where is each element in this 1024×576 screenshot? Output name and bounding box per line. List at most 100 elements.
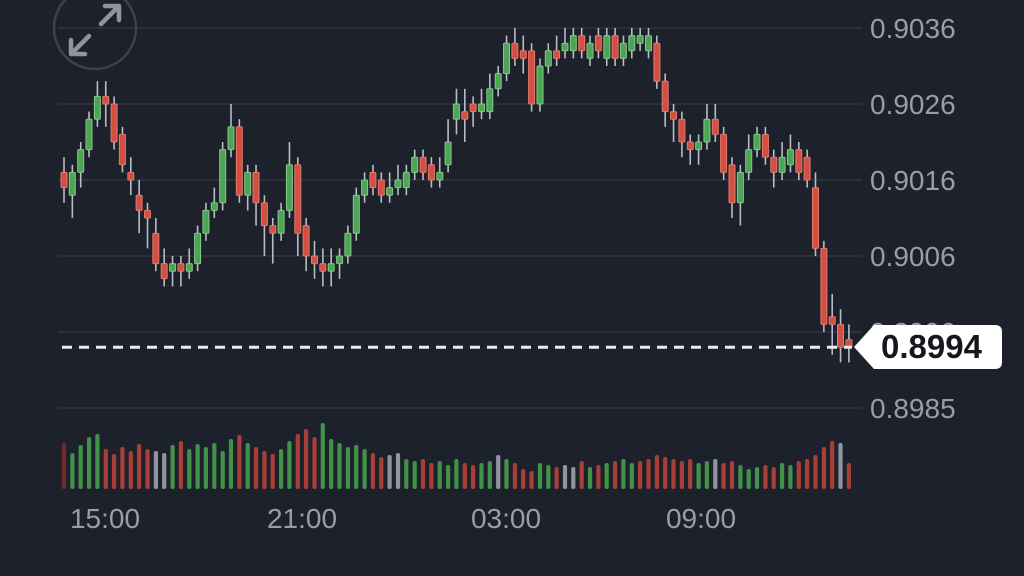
candle-down	[670, 111, 677, 120]
candle-down	[427, 164, 435, 181]
candle-up	[277, 209, 285, 234]
volume-bar	[646, 459, 651, 489]
volume-bar	[320, 423, 325, 489]
volume-bar	[554, 467, 559, 489]
candle-down	[302, 225, 310, 257]
candle-down	[728, 164, 736, 204]
expand-button[interactable]	[40, 0, 152, 74]
volume-bar	[70, 453, 75, 489]
candle-up	[703, 118, 711, 143]
volume-bar	[370, 453, 375, 489]
candle-up	[586, 42, 594, 59]
volume-bar	[729, 461, 735, 489]
candle-down	[511, 42, 519, 59]
volume-bar	[638, 461, 643, 489]
y-axis-label: 0.9026	[870, 89, 956, 120]
chart-layers: 0.90360.90260.90160.90060.89960.898515:0…	[58, 13, 956, 534]
candle-down	[177, 263, 185, 272]
current-price-tag: 0.8994	[854, 325, 1002, 369]
volume-bar	[521, 469, 526, 489]
volume-bar	[796, 461, 801, 489]
expand-arrows-icon	[52, 0, 138, 71]
volume-bar	[596, 465, 601, 489]
volume-bar	[754, 467, 760, 489]
volume-bar	[771, 467, 776, 489]
volume-bar	[362, 449, 367, 489]
candle-down	[837, 323, 844, 348]
candle-up	[736, 171, 744, 204]
volume-bar	[253, 447, 259, 489]
volume-bar	[571, 467, 576, 489]
candle-up	[85, 118, 93, 151]
volume-bar	[61, 443, 67, 489]
candle-down	[528, 50, 536, 105]
volume-bar	[546, 465, 551, 489]
volume-bar	[721, 463, 726, 489]
volume-bar	[613, 461, 618, 489]
candle-down	[319, 263, 327, 272]
candle-up	[394, 179, 402, 189]
volume-bar	[112, 454, 117, 489]
candle-down	[419, 156, 427, 173]
candle-down	[144, 209, 151, 219]
candle-down	[135, 194, 143, 211]
volume-bar	[212, 443, 217, 489]
candle-up	[536, 65, 544, 105]
candle-down	[812, 187, 819, 249]
volume-bar	[604, 463, 609, 489]
candle-down	[795, 149, 803, 173]
candle-down	[110, 103, 118, 143]
volume-bar	[245, 443, 250, 489]
candle-down	[678, 118, 686, 143]
candle-down	[102, 95, 110, 105]
volume-bar	[479, 463, 484, 489]
candle-down	[519, 50, 527, 59]
candle-down	[711, 118, 719, 135]
candle-up	[227, 126, 235, 151]
volume-bar	[279, 449, 284, 489]
volume-bar	[153, 451, 158, 489]
candle-up	[452, 103, 460, 120]
volume-bar	[746, 469, 751, 489]
candle-down	[611, 35, 619, 59]
volume-bar	[120, 447, 125, 489]
volume-bar	[821, 447, 826, 489]
volume-bar	[629, 463, 634, 489]
volume-bar	[504, 459, 509, 489]
candle-up	[210, 202, 218, 211]
volume-bar	[537, 463, 543, 489]
volume-bar	[471, 465, 476, 489]
volume-bar	[412, 461, 417, 489]
volume-bar	[228, 439, 234, 489]
candle-up	[444, 141, 452, 166]
volume-bar	[304, 429, 309, 489]
candle-up	[786, 149, 794, 166]
volume-bar	[312, 437, 317, 489]
x-axis-label: 09:00	[666, 503, 736, 534]
volume-bar	[813, 455, 818, 489]
volume-bar	[170, 445, 175, 489]
candle-up	[628, 35, 636, 52]
volume-bar	[496, 455, 501, 489]
x-axis-label: 21:00	[267, 503, 337, 534]
volume-bar	[178, 441, 183, 489]
candle-up	[695, 141, 703, 151]
candle-down	[653, 42, 661, 82]
candle-up	[185, 263, 193, 272]
volume-bar	[671, 459, 676, 489]
candle-up	[478, 103, 485, 113]
volume-bar	[713, 459, 718, 489]
candle-down	[686, 141, 694, 151]
candle-up	[569, 35, 577, 52]
volume-bar	[429, 463, 434, 489]
candle-down	[720, 133, 728, 173]
candle-down	[461, 111, 469, 120]
volume-bar	[387, 455, 392, 489]
candle-up	[603, 35, 611, 59]
y-axis-label: 0.9036	[870, 13, 956, 44]
candle-up	[344, 232, 352, 257]
candle-up	[352, 194, 360, 234]
volume-bar	[337, 443, 342, 489]
